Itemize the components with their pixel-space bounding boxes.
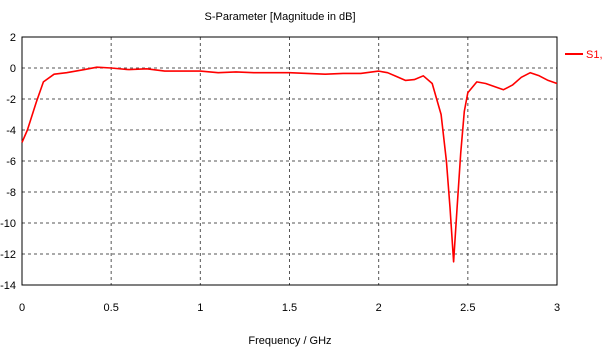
y-axis-ticks: 2 0 -2 -4 -6 -8 -10 -12 -14: [0, 32, 16, 292]
x-tick-label: 0: [19, 302, 25, 314]
y-tick-label: -14: [0, 280, 16, 292]
y-tick-label: -6: [6, 156, 16, 168]
x-tick-label: 1.5: [282, 302, 297, 314]
x-axis-ticks: 0 0.5 1 1.5 2 2.5 3: [19, 302, 560, 314]
series-line-s11: [21, 66, 558, 263]
legend: S1,1: [565, 49, 602, 61]
y-tick-label: -4: [6, 125, 16, 137]
y-tick-label: -10: [0, 218, 16, 230]
x-tick-label: 1: [197, 302, 203, 314]
chart-title: S-Parameter [Magnitude in dB]: [204, 11, 355, 23]
x-tick-label: 0.5: [104, 302, 119, 314]
y-tick-label: 0: [10, 63, 16, 75]
y-tick-label: -12: [0, 249, 16, 261]
plot-frame: [21, 36, 558, 286]
series-group: [21, 66, 558, 263]
x-tick-label: 2.5: [460, 302, 475, 314]
grid: [22, 37, 557, 285]
y-tick-label: 2: [10, 32, 16, 44]
y-tick-label: -2: [6, 94, 16, 106]
y-tick-label: -8: [6, 187, 16, 199]
legend-label: S1,1: [586, 49, 602, 61]
x-axis-label: Frequency / GHz: [248, 335, 331, 347]
x-tick-label: 3: [554, 302, 560, 314]
x-tick-label: 2: [376, 302, 382, 314]
